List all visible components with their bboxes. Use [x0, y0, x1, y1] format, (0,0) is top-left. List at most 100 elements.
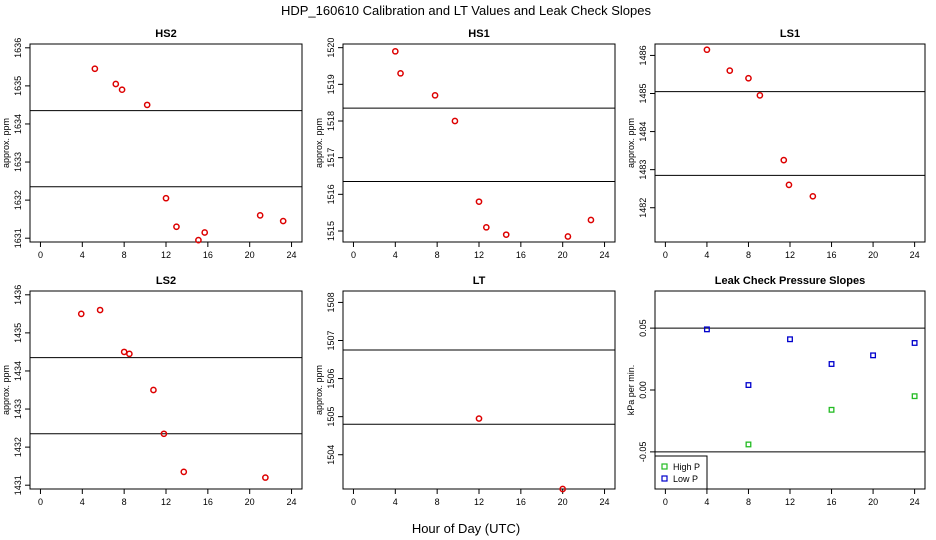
chart-panel-4: LS2 0 4 8 12 16 20 24 1431 1432 1433 1434 1435 1436 ap…	[1, 275, 303, 507]
x-tick-label: 0	[663, 497, 668, 507]
data-point	[785, 181, 793, 189]
y-tick-label: 1506	[326, 369, 336, 389]
x-tick-label: 16	[203, 250, 213, 260]
x-tick-label: 20	[558, 250, 568, 260]
y-tick-label: 1433	[13, 399, 23, 419]
data-point	[118, 86, 126, 94]
legend-marker	[661, 463, 668, 470]
y-tick-label: 1517	[326, 148, 336, 168]
x-tick-label: 12	[785, 497, 795, 507]
data-point	[391, 47, 399, 55]
y-axis-label: approx. ppm	[314, 118, 324, 168]
figure-title: HDP_160610 Calibration and LT Values and…	[281, 3, 652, 18]
x-tick-label: 20	[868, 250, 878, 260]
data-point	[201, 229, 209, 236]
x-tick-label: 12	[474, 497, 484, 507]
x-tick-label: 8	[746, 250, 751, 260]
y-tick-label: 1483	[638, 160, 648, 180]
chart-panels: HS2 0 4 8 12 16 20 24 1631 1632 1633 1634 1635 1636 ap…	[1, 28, 926, 507]
y-tick-label: 1484	[638, 122, 648, 142]
y-tick-label: 1435	[13, 323, 23, 343]
data-point	[126, 350, 133, 358]
x-axis-label: Hour of Day (UTC)	[412, 521, 520, 536]
chart-panel-2: HS1 0 4 8 12 16 20 24 1515 1516 1517 1518 1519 1520 ap…	[314, 28, 616, 260]
chart-panel-6: Leak Check Pressure Slopes 0 4 8 12 16 20 24 -0.…	[626, 275, 926, 507]
data-point	[262, 474, 269, 481]
x-tick-label: 16	[516, 250, 526, 260]
x-tick-label: 24	[910, 250, 920, 260]
y-tick-label: 1519	[326, 74, 336, 94]
data-point	[256, 211, 264, 219]
y-tick-label: -0.05	[638, 442, 648, 463]
data-point	[726, 67, 734, 75]
data-point	[828, 406, 835, 413]
y-tick-label: 1482	[638, 198, 648, 218]
x-tick-label: 12	[785, 250, 795, 260]
data-point	[180, 468, 188, 476]
x-tick-label: 16	[203, 497, 213, 507]
x-tick-label: 20	[868, 497, 878, 507]
data-point	[150, 386, 157, 394]
x-tick-label: 8	[746, 497, 751, 507]
plot-frame	[29, 290, 303, 490]
data-point	[587, 216, 595, 224]
x-tick-label: 4	[80, 250, 85, 260]
x-tick-label: 24	[600, 250, 610, 260]
x-tick-label: 0	[38, 497, 43, 507]
x-tick-label: 8	[122, 250, 127, 260]
x-tick-label: 0	[38, 250, 43, 260]
y-axis-label: approx. ppm	[314, 365, 324, 415]
data-point	[91, 65, 99, 73]
y-tick-label: 1518	[326, 111, 336, 131]
data-point	[431, 91, 439, 99]
y-tick-label: 1431	[13, 475, 23, 495]
x-tick-label: 20	[558, 497, 568, 507]
x-tick-label: 4	[393, 497, 398, 507]
y-axis-label: approx. ppm	[1, 365, 11, 415]
x-tick-label: 4	[80, 497, 85, 507]
x-tick-label: 16	[516, 497, 526, 507]
data-point	[809, 192, 817, 200]
y-tick-label: 1515	[326, 221, 336, 241]
y-tick-label: 1486	[638, 45, 648, 65]
data-point	[703, 46, 711, 54]
chart-panel-1: HS2 0 4 8 12 16 20 24 1631 1632 1633 1634 1635 1636 ap…	[1, 28, 303, 260]
x-tick-label: 4	[704, 497, 709, 507]
data-point	[143, 101, 151, 109]
data-point	[502, 231, 510, 239]
data-point	[397, 69, 404, 77]
panel-title: Leak Check Pressure Slopes	[715, 275, 865, 287]
y-tick-label: 1635	[13, 76, 23, 96]
chart-panel-5: LT 0 4 8 12 16 20 24 1504 1505 1506 1507 1508 approx.…	[314, 275, 616, 507]
data-point	[475, 198, 483, 206]
data-point	[451, 117, 459, 125]
data-point	[745, 441, 752, 448]
chart-panel-3: LS1 0 4 8 12 16 20 24 1482 1483 1484 1485 1486 approx…	[626, 28, 926, 260]
data-point	[112, 80, 120, 88]
x-tick-label: 24	[287, 497, 297, 507]
y-tick-label: 0.05	[638, 319, 648, 337]
data-point	[745, 74, 752, 82]
x-tick-label: 24	[600, 497, 610, 507]
x-tick-label: 12	[161, 497, 171, 507]
data-point	[475, 415, 483, 422]
panel-title: LS1	[780, 28, 800, 40]
x-tick-label: 8	[435, 497, 440, 507]
y-tick-label: 1434	[13, 361, 23, 381]
data-point	[870, 352, 877, 359]
data-point	[911, 340, 918, 346]
y-tick-label: 1516	[326, 184, 336, 204]
x-tick-label: 8	[435, 250, 440, 260]
data-point	[703, 326, 710, 333]
x-tick-label: 16	[827, 497, 837, 507]
legend-label: Low P	[673, 474, 698, 484]
x-tick-label: 8	[122, 497, 127, 507]
y-tick-label: 0.00	[638, 381, 648, 399]
data-point	[911, 393, 918, 400]
y-tick-label: 1436	[13, 285, 23, 305]
panel-title: LT	[473, 275, 486, 287]
x-tick-label: 24	[287, 250, 297, 260]
y-tick-label: 1432	[13, 437, 23, 457]
y-tick-label: 1505	[326, 407, 336, 427]
